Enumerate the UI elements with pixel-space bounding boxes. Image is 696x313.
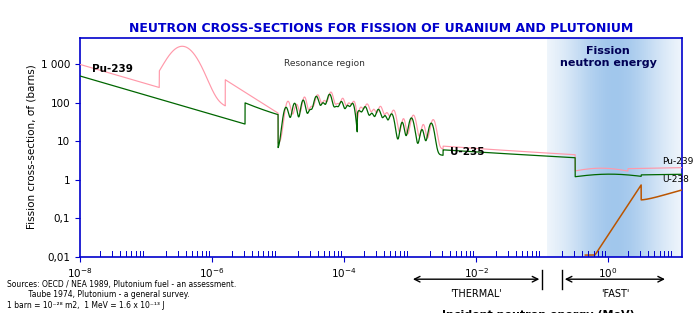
Y-axis label: Fission cross-section, σf (barns): Fission cross-section, σf (barns): [26, 65, 37, 229]
Text: 'FAST': 'FAST': [601, 289, 629, 299]
Text: Incident neutron energy (MeV): Incident neutron energy (MeV): [441, 310, 634, 313]
Text: U-235: U-235: [450, 147, 484, 156]
Text: 'THERMAL': 'THERMAL': [450, 289, 502, 299]
Title: NEUTRON CROSS-SECTIONS FOR FISSION OF URANIUM AND PLUTONIUM: NEUTRON CROSS-SECTIONS FOR FISSION OF UR…: [129, 22, 633, 35]
Text: Pu-239: Pu-239: [92, 64, 132, 74]
Text: Pu-239: Pu-239: [662, 157, 693, 167]
Text: Sources: OECD / NEA 1989, Plutonium fuel - an assessment.
         Taube 1974, P: Sources: OECD / NEA 1989, Plutonium fuel…: [7, 280, 236, 310]
Text: Fission
neutron energy: Fission neutron energy: [560, 46, 656, 68]
Text: U-238: U-238: [662, 176, 688, 184]
Text: Resonance region: Resonance region: [284, 59, 365, 68]
